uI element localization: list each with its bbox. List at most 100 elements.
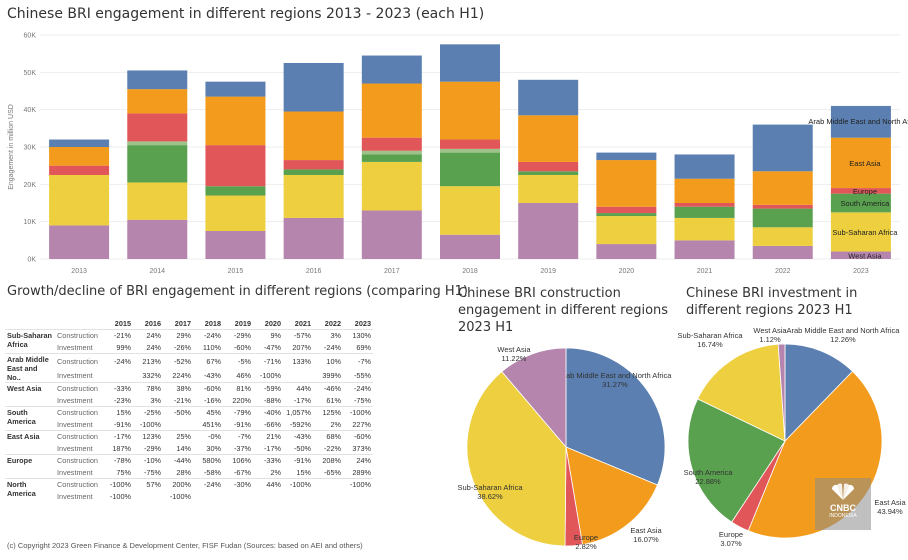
table-row: Sub-Saharan Africa Construction -21% 24% 29%… — [5, 329, 373, 354]
bar-segment — [440, 148, 500, 153]
table-cell: -10% — [133, 454, 163, 467]
bar-segment — [127, 219, 188, 259]
x-tick-label: 2020 — [619, 268, 635, 275]
bar-segment — [674, 240, 735, 259]
engagement-type: Construction — [55, 382, 103, 395]
bar-segment — [830, 212, 891, 252]
bar-segment — [518, 79, 579, 116]
table-cell: 24% — [146, 342, 161, 352]
bar-segment — [283, 175, 344, 218]
table-cell: 14% — [176, 443, 191, 453]
table-cell: -30% — [223, 478, 253, 491]
table-cell: 24% — [133, 329, 163, 342]
table-cell: 373% — [352, 443, 371, 453]
table-cell: 2% — [330, 419, 341, 429]
bar-segment — [596, 216, 657, 245]
y-tick-label: 40K — [24, 107, 37, 114]
bar-segment — [830, 188, 891, 194]
table-cell: 200% — [163, 478, 193, 491]
construction-pie-title: Chinese BRI construction engagement in d… — [458, 286, 669, 335]
table-cell: -100% — [139, 419, 161, 429]
engagement-type: Construction — [55, 478, 103, 491]
bar-segment — [283, 169, 344, 175]
engagement-type: Construction — [55, 406, 103, 419]
table-cell: 46% — [236, 370, 251, 380]
pie-slice-value: 22.88% — [695, 477, 721, 486]
table-cell: -100% — [283, 478, 313, 491]
table-cell: 3% — [313, 329, 343, 342]
table-cell: 68% — [313, 430, 343, 443]
bar-segment — [830, 251, 891, 259]
bar-segment — [752, 227, 813, 246]
table-cell: 220% — [232, 395, 251, 405]
table-cell: -0% — [193, 430, 223, 443]
bar-segment-label: West Asia — [848, 251, 882, 260]
column-header: 2020 — [264, 319, 281, 328]
table-cell — [223, 491, 253, 503]
column-header: 2018 — [204, 319, 221, 328]
table-cell: -100% — [169, 491, 191, 501]
bar-segment-label: Sub-Saharan Africa — [832, 228, 898, 237]
table-cell: -21% — [103, 329, 133, 342]
table-cell: -16% — [203, 395, 221, 405]
table-cell — [313, 491, 343, 503]
bar-segment — [361, 55, 422, 84]
table-cell: -592% — [289, 419, 311, 429]
table-row: South America Construction 15% -25% -50% 45% -… — [5, 406, 373, 431]
table-cell: 15% — [296, 467, 311, 477]
table-cell: -100% — [259, 370, 281, 380]
bar-segment — [49, 147, 110, 166]
table-cell: -100% — [343, 406, 373, 419]
region-label: Europe — [5, 454, 55, 479]
bar-segment-label: East Asia — [849, 159, 881, 168]
table-row: Investment 75% -75% 28% -58% -67% 2% 15% -65% 289… — [5, 467, 373, 479]
pie-slice-name: East Asia — [630, 526, 662, 535]
pie-slice-value: 38.62% — [477, 492, 503, 501]
table-cell: -100% — [343, 478, 373, 491]
table-cell — [343, 491, 373, 503]
cnbc-indonesia-logo: CNBC INDONESIA — [815, 478, 871, 530]
table-row: Arab Middle East and No.. Construction -24… — [5, 353, 373, 383]
x-tick-label: 2021 — [697, 268, 713, 275]
pie-slice — [501, 347, 567, 449]
engagement-type: Construction — [55, 329, 103, 342]
table-header-row: 2015 2016 2017 2018 2019 2020 2021 2022 2023 — [5, 318, 373, 330]
table-row: Europe Construction -78% -10% -44% 580% 106% -3… — [5, 454, 373, 479]
table-cell: -33% — [253, 454, 283, 467]
copyright-note: (c) Copyright 2023 Green Finance & Devel… — [7, 541, 363, 550]
table-row: Investment 99% 24% -26% 110% -60% -47% 207% -24%… — [5, 342, 373, 354]
x-tick-label: 2017 — [384, 268, 400, 275]
bar-segment — [518, 171, 579, 175]
pie-slice-name: Sub-Saharan Africa — [457, 483, 523, 492]
table-cell — [253, 491, 283, 503]
table-cell: -57% — [283, 329, 313, 342]
pie-slice-value: 2.82% — [575, 542, 597, 551]
bar-segment — [127, 141, 188, 146]
pie-slice — [731, 440, 786, 532]
bar-segment — [674, 217, 735, 241]
region-label: North America — [5, 478, 55, 502]
pie-slice-value: 12.26% — [830, 335, 856, 344]
bar-segment — [518, 161, 579, 172]
table-cell: -100% — [109, 491, 131, 501]
pie-slice-name: Europe — [719, 530, 743, 539]
y-tick-label: 20K — [24, 182, 37, 189]
pie-slice — [687, 398, 786, 523]
table-cell: -43% — [283, 430, 313, 443]
engagement-type: Construction — [55, 353, 103, 368]
x-tick-label: 2018 — [462, 268, 478, 275]
bar-segment — [830, 105, 891, 138]
table-cell: 24% — [343, 454, 373, 467]
column-header: 2021 — [294, 319, 311, 328]
table-cell: 75% — [116, 467, 131, 477]
bar-segment — [596, 206, 657, 214]
table-cell: -47% — [263, 342, 281, 352]
table-cell: -46% — [313, 382, 343, 395]
engagement-type: Investment — [57, 419, 93, 429]
table-cell: -52% — [163, 353, 193, 368]
bar-segment — [283, 63, 344, 112]
bar-segment-label: Europe — [853, 187, 877, 196]
table-row: Investment -100% -100% — [5, 491, 373, 503]
pie-slice — [564, 446, 583, 547]
stacked-bar-chart: 0K 10K 20K 30K 40K 50K 60K Engagement in millio… — [8, 33, 908, 276]
